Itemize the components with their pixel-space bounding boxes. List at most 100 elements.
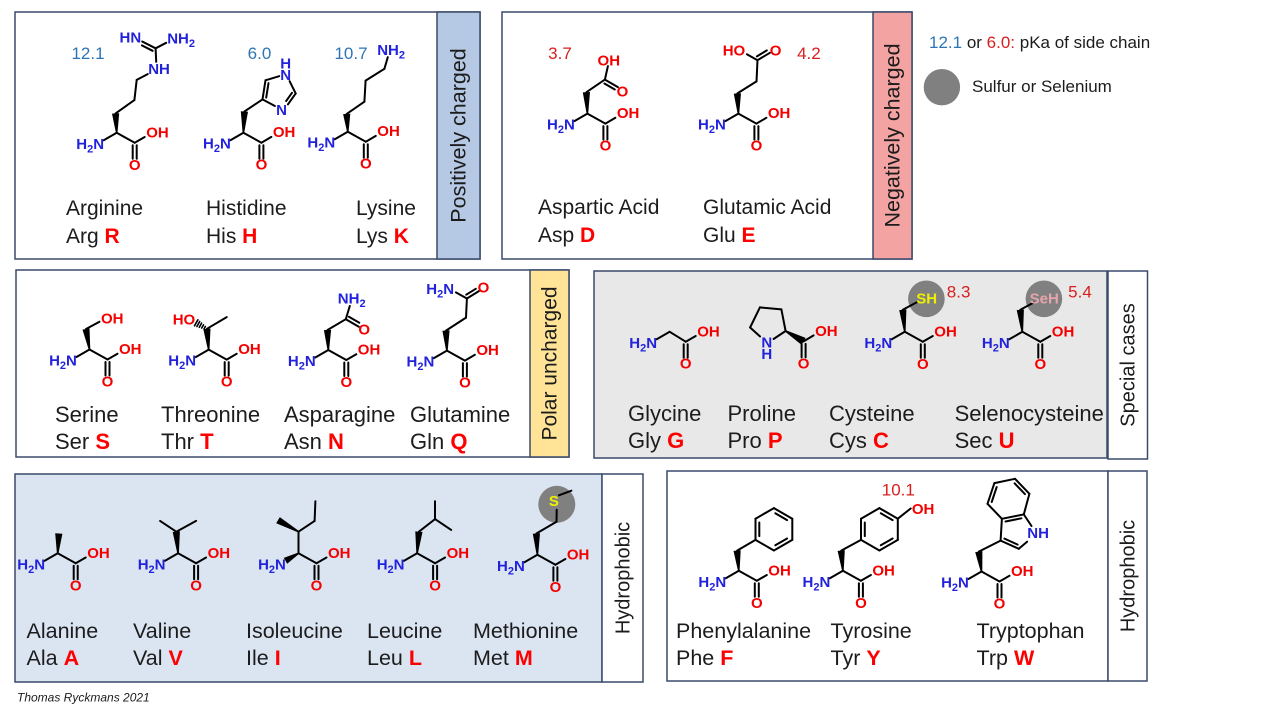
svg-text:OH: OH — [476, 342, 499, 359]
svg-text:Thomas Ryckmans 2021: Thomas Ryckmans 2021 — [17, 691, 150, 705]
svg-text:OH: OH — [617, 105, 640, 122]
svg-text:Sec U: Sec U — [955, 428, 1015, 453]
svg-text:Ala A: Ala A — [27, 646, 80, 670]
svg-text:OH: OH — [238, 341, 261, 358]
svg-text:O: O — [358, 322, 370, 339]
svg-text:S: S — [549, 493, 559, 510]
svg-text:Glycine: Glycine — [628, 401, 701, 426]
svg-text:6.0: 6.0 — [248, 44, 272, 63]
svg-text:Ser S: Ser S — [55, 429, 110, 454]
svg-text:Phe F: Phe F — [676, 646, 733, 670]
svg-text:Arg R: Arg R — [66, 225, 120, 248]
svg-text:OH: OH — [912, 501, 935, 518]
svg-text:Asparagine: Asparagine — [284, 402, 395, 427]
svg-text:OH: OH — [208, 545, 231, 562]
svg-text:Trp W: Trp W — [977, 646, 1035, 670]
svg-text:Glutamine: Glutamine — [410, 402, 510, 427]
svg-text:Positively charged: Positively charged — [447, 48, 471, 222]
svg-text:Tyr Y: Tyr Y — [831, 646, 881, 670]
svg-text:SH: SH — [916, 290, 937, 307]
svg-text:Methionine: Methionine — [473, 619, 578, 643]
svg-text:Isoleucine: Isoleucine — [246, 619, 343, 643]
svg-text:O: O — [855, 595, 867, 612]
svg-text:O: O — [221, 374, 233, 391]
svg-text:H: H — [280, 56, 291, 73]
svg-text:Tryptophan: Tryptophan — [977, 619, 1085, 643]
svg-text:Valine: Valine — [133, 619, 191, 643]
svg-text:O: O — [70, 577, 82, 594]
svg-text:OH: OH — [146, 124, 169, 141]
svg-text:Alanine: Alanine — [27, 619, 99, 643]
svg-text:O: O — [256, 157, 268, 174]
svg-text:Pro P: Pro P — [728, 428, 783, 453]
svg-text:Phenylalanine: Phenylalanine — [676, 619, 811, 643]
svg-text:O: O — [340, 374, 352, 391]
svg-text:Arginine: Arginine — [66, 197, 143, 220]
svg-text:Asn N: Asn N — [284, 429, 344, 454]
svg-text:Tyrosine: Tyrosine — [831, 619, 912, 643]
svg-text:Gly G: Gly G — [628, 428, 684, 453]
svg-text:OH: OH — [1052, 323, 1075, 340]
svg-text:OH: OH — [1011, 563, 1034, 580]
svg-text:Serine: Serine — [55, 402, 119, 427]
svg-text:H: H — [761, 346, 772, 363]
svg-text:Glutamic Acid: Glutamic Acid — [703, 196, 831, 219]
svg-text:Histidine: Histidine — [206, 197, 287, 220]
svg-text:His H: His H — [206, 225, 257, 248]
svg-text:OH: OH — [567, 546, 590, 563]
svg-text:3.7: 3.7 — [548, 44, 572, 63]
svg-text:4.2: 4.2 — [797, 44, 821, 63]
svg-text:OH: OH — [815, 323, 838, 340]
svg-text:Val V: Val V — [133, 646, 183, 670]
svg-text:12.1: 12.1 — [71, 44, 104, 63]
svg-text:Lysine: Lysine — [356, 197, 416, 220]
svg-text:HO: HO — [723, 43, 746, 60]
svg-text:Asp D: Asp D — [538, 224, 595, 247]
svg-text:Negatively charged: Negatively charged — [881, 43, 905, 227]
svg-text:HO: HO — [173, 311, 196, 328]
svg-text:Ile I: Ile I — [246, 646, 281, 670]
svg-text:Hydrophobic: Hydrophobic — [1118, 520, 1140, 632]
svg-text:Gln Q: Gln Q — [410, 429, 467, 454]
svg-text:OH: OH — [697, 323, 720, 340]
svg-text:O: O — [311, 577, 323, 594]
svg-text:NH: NH — [1027, 525, 1049, 542]
svg-text:O: O — [459, 375, 471, 392]
svg-text:OH: OH — [377, 123, 400, 140]
svg-text:8.3: 8.3 — [947, 283, 971, 302]
svg-text:NH: NH — [148, 61, 170, 78]
svg-text:O: O — [994, 596, 1006, 613]
svg-text:O: O — [917, 356, 929, 373]
svg-text:Leu L: Leu L — [367, 646, 422, 670]
svg-text:5.4: 5.4 — [1068, 283, 1092, 302]
svg-text:10.7: 10.7 — [334, 44, 367, 63]
svg-text:OH: OH — [872, 562, 895, 579]
svg-text:Leucine: Leucine — [367, 619, 442, 643]
svg-text:OH: OH — [768, 562, 791, 579]
svg-text:Special cases: Special cases — [1118, 303, 1140, 426]
svg-text:OH: OH — [447, 545, 470, 562]
svg-text:Hydrophobic: Hydrophobic — [613, 522, 635, 634]
svg-text:Glu E: Glu E — [703, 224, 756, 247]
svg-text:O: O — [751, 138, 763, 155]
svg-text:Sulfur or Selenium: Sulfur or Selenium — [972, 77, 1112, 96]
svg-text:N: N — [276, 102, 287, 119]
svg-text:O: O — [102, 374, 114, 391]
svg-text:OH: OH — [328, 545, 351, 562]
svg-text:O: O — [360, 156, 372, 173]
svg-text:SeH: SeH — [1030, 290, 1059, 307]
svg-text:OH: OH — [119, 341, 142, 358]
svg-text:Thr T: Thr T — [161, 429, 214, 454]
svg-text:Lys K: Lys K — [356, 225, 409, 248]
svg-text:Proline: Proline — [728, 401, 796, 426]
svg-text:OH: OH — [768, 105, 791, 122]
svg-text:O: O — [751, 595, 763, 612]
svg-text:Cys C: Cys C — [829, 428, 889, 453]
svg-text:OH: OH — [87, 545, 110, 562]
svg-text:Aspartic Acid: Aspartic Acid — [538, 196, 659, 219]
svg-text:Selenocysteine: Selenocysteine — [955, 401, 1104, 426]
svg-text:O: O — [617, 84, 629, 101]
svg-text:OH: OH — [273, 124, 296, 141]
svg-text:O: O — [129, 157, 141, 174]
svg-text:12.1 or 6.0: pKa of side chain: 12.1 or 6.0: pKa of side chain — [929, 33, 1150, 52]
